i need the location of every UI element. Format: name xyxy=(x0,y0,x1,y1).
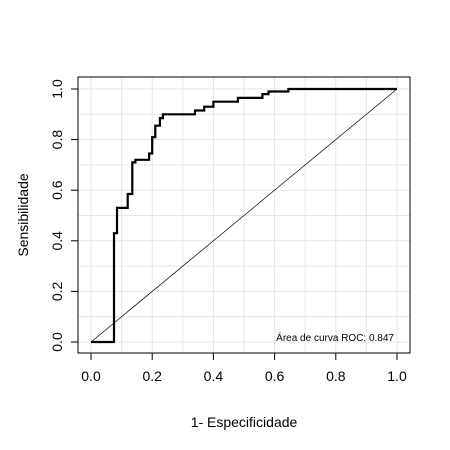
reference-diagonal xyxy=(90,88,398,343)
x-tick-label: 0.4 xyxy=(204,368,224,384)
x-tick-label: 0.6 xyxy=(265,368,285,384)
y-tick-label: 0.4 xyxy=(49,231,65,251)
x-tick-label: 0.8 xyxy=(326,368,346,384)
y-tick-label: 0.2 xyxy=(49,281,65,301)
series-layer xyxy=(90,87,398,344)
auc-annotation: Área de curva ROC: 0.847 xyxy=(276,331,394,344)
x-tick-label: 0.2 xyxy=(142,368,162,384)
y-tick-label: 0.6 xyxy=(49,180,65,200)
y-tick-label: 0.0 xyxy=(49,332,65,352)
x-axis: 0.0 0.2 0.4 0.6 0.8 1.0 xyxy=(81,353,407,384)
y-axis-title: Sensibilidade xyxy=(15,173,31,256)
y-tick-label: 1.0 xyxy=(49,79,65,99)
roc-curve xyxy=(91,87,397,344)
x-axis-title: 1- Especificidade xyxy=(191,414,298,430)
y-tick-label: 0.8 xyxy=(49,130,65,150)
y-axis: 0.0 0.2 0.4 0.6 0.8 1.0 xyxy=(49,79,78,352)
x-tick-label: 1.0 xyxy=(387,368,407,384)
x-tick-label: 0.0 xyxy=(81,368,101,384)
plot-frame xyxy=(77,76,411,354)
